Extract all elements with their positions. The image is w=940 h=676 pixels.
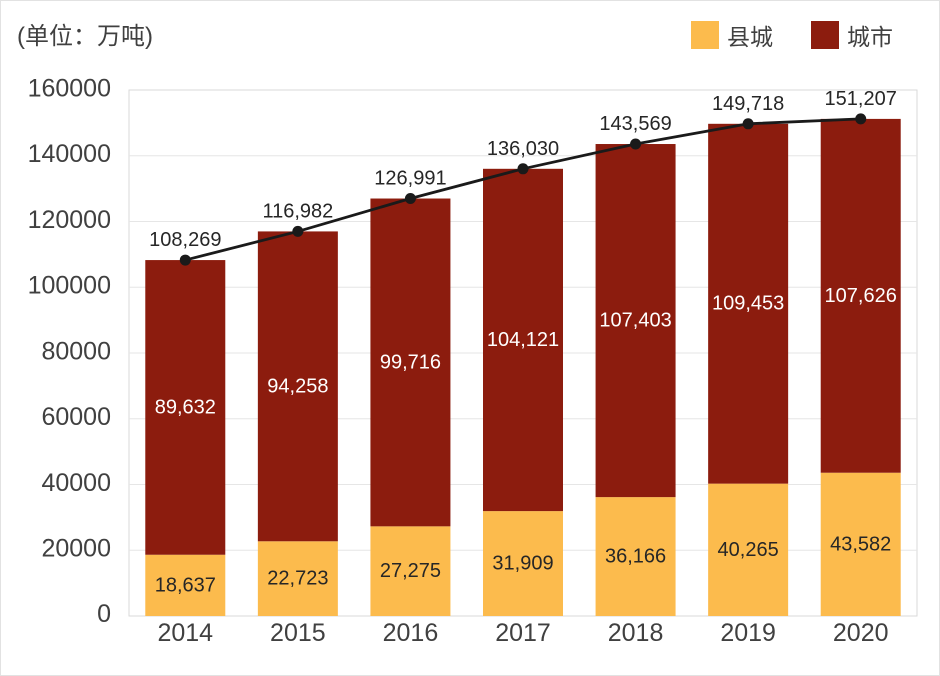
svg-text:120000: 120000: [28, 206, 111, 234]
svg-text:2016: 2016: [383, 619, 439, 647]
svg-text:136,030: 136,030: [487, 138, 559, 160]
svg-text:99,716: 99,716: [380, 351, 441, 373]
svg-text:89,632: 89,632: [155, 396, 216, 418]
svg-text:31,909: 31,909: [492, 553, 553, 575]
svg-text:2017: 2017: [495, 619, 551, 647]
svg-text:140000: 140000: [28, 140, 111, 168]
svg-text:100000: 100000: [28, 272, 111, 300]
svg-text:80000: 80000: [41, 337, 111, 365]
svg-text:94,258: 94,258: [267, 375, 328, 397]
svg-text:104,121: 104,121: [487, 329, 559, 351]
svg-text:0: 0: [97, 600, 111, 628]
svg-text:22,723: 22,723: [267, 568, 328, 590]
svg-text:43,582: 43,582: [830, 533, 891, 555]
svg-text:2019: 2019: [720, 619, 776, 647]
svg-text:149,718: 149,718: [712, 93, 784, 115]
svg-text:40000: 40000: [41, 469, 111, 497]
svg-text:160000: 160000: [28, 74, 111, 102]
svg-text:40,265: 40,265: [718, 539, 779, 561]
svg-text:143,569: 143,569: [599, 113, 671, 135]
svg-text:126,991: 126,991: [374, 168, 446, 190]
svg-text:60000: 60000: [41, 403, 111, 431]
svg-text:116,982: 116,982: [262, 200, 333, 222]
svg-text:107,626: 107,626: [825, 285, 897, 307]
svg-text:20000: 20000: [41, 535, 111, 563]
svg-text:36,166: 36,166: [605, 546, 666, 568]
svg-text:2020: 2020: [833, 619, 889, 647]
svg-text:2014: 2014: [157, 619, 213, 647]
svg-text:2015: 2015: [270, 619, 326, 647]
svg-text:109,453: 109,453: [712, 293, 784, 315]
svg-text:108,269: 108,269: [149, 229, 221, 251]
svg-text:107,403: 107,403: [599, 310, 671, 332]
svg-text:151,207: 151,207: [825, 88, 897, 110]
svg-text:18,637: 18,637: [155, 574, 216, 596]
svg-text:2018: 2018: [608, 619, 664, 647]
svg-text:27,275: 27,275: [380, 560, 441, 582]
